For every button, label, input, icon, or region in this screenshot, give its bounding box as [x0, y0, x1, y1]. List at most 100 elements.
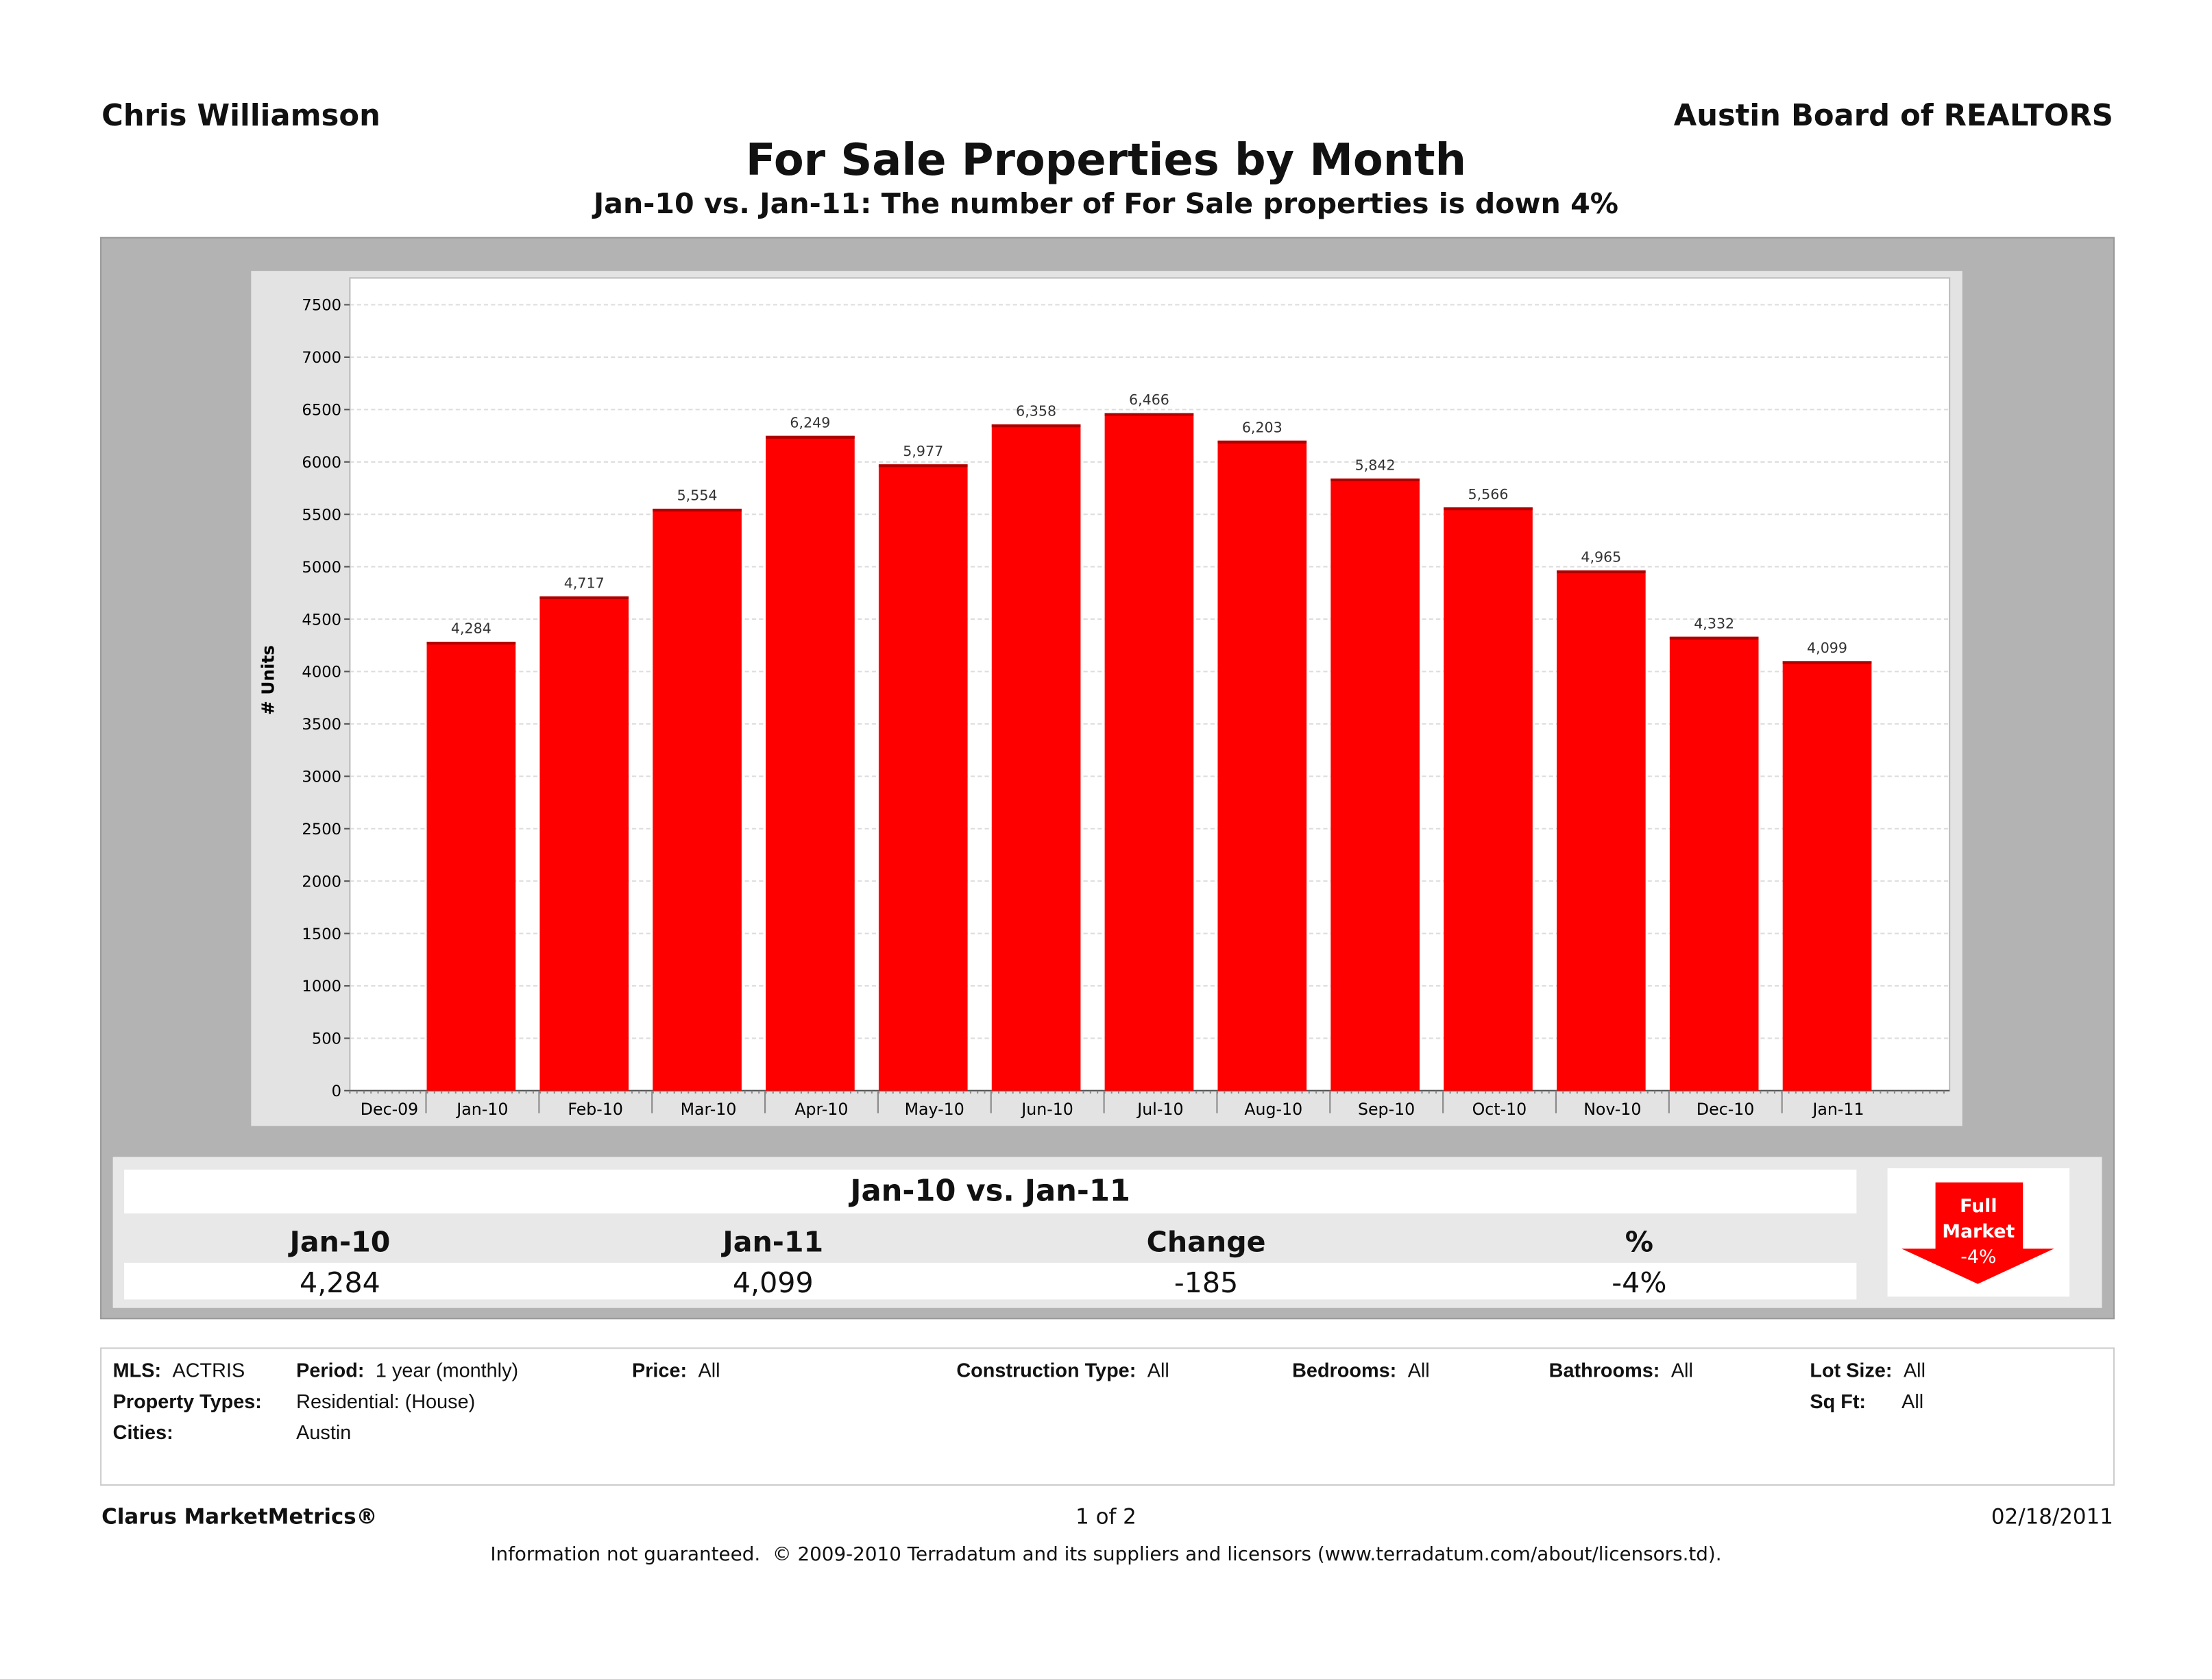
badge-line-3: -4%	[1960, 1247, 1997, 1269]
data-label: 4,965	[1581, 549, 1621, 566]
cities-field: Cities: Austin	[113, 1421, 352, 1443]
x-tick-label: Oct-10	[1472, 1100, 1527, 1119]
col-header-percent: %	[1625, 1224, 1654, 1259]
mls-value: ACTRIS	[172, 1358, 245, 1381]
mls-label: MLS:	[112, 1358, 162, 1381]
bar-Oct-10	[1444, 507, 1533, 1091]
value-jan10: 4,284	[300, 1266, 380, 1300]
lot-size-label: Lot Size:	[1810, 1358, 1893, 1381]
y-tick-label: 5000	[302, 559, 341, 577]
page-number: 1 of 2	[1075, 1503, 1137, 1530]
y-tick-label: 7000	[302, 349, 341, 367]
bar-Sep-10	[1330, 478, 1420, 1091]
data-label: 6,466	[1129, 391, 1169, 408]
lot-size-value: All	[1903, 1358, 1925, 1381]
construction-field: Construction Type: All	[956, 1359, 1169, 1381]
x-tick-label: May-10	[905, 1100, 964, 1119]
data-label: 4,332	[1694, 615, 1734, 631]
sqft-label: Sq Ft:	[1810, 1390, 1867, 1413]
footer-brand: Clarus MarketMetrics®	[101, 1503, 378, 1530]
report-date: 02/18/2011	[1991, 1503, 2113, 1530]
x-tick-label: Jun-10	[1020, 1100, 1073, 1119]
period-label: Period:	[296, 1358, 365, 1381]
bathrooms-value: All	[1670, 1358, 1693, 1381]
bedrooms-value: All	[1407, 1358, 1430, 1381]
y-tick-label: 5500	[302, 506, 341, 524]
y-tick-label: 6000	[302, 454, 341, 472]
bedrooms-label: Bedrooms:	[1292, 1358, 1397, 1381]
property-types-label: Property Types:	[112, 1390, 262, 1413]
x-tick-label: Mar-10	[681, 1100, 737, 1119]
lot-size-field: Lot Size: All	[1810, 1359, 1925, 1381]
data-label: 5,977	[903, 443, 943, 459]
criteria-box: MLS: ACTRIS Period: 1 year (monthly) Pri…	[100, 1347, 2115, 1486]
value-percent: -4%	[1612, 1266, 1667, 1300]
x-tick-label: Jan-10	[455, 1100, 508, 1119]
col-header-change: Change	[1146, 1224, 1266, 1259]
y-axis-label: # Units	[258, 645, 278, 715]
bar-Nov-10	[1557, 570, 1646, 1091]
y-tick-label: 1000	[302, 978, 341, 995]
period-value: 1 year (monthly)	[375, 1358, 519, 1381]
summary-heading-row: Jan-10 vs. Jan-11	[124, 1170, 1857, 1213]
x-tick-label: Dec-09	[361, 1100, 418, 1119]
disclaimer: Information not guaranteed. © 2009-2010 …	[490, 1543, 1722, 1567]
bar-Apr-10	[766, 435, 855, 1091]
bar-chart: 0 500 1000 1500 2000 2500 3000 3500 4000 4500 5000…	[258, 277, 1951, 1119]
property-types-field: Property Types: Residential: (House)	[113, 1390, 476, 1412]
down-arrow-icon	[1901, 1182, 2054, 1284]
bar-Aug-10	[1217, 440, 1307, 1091]
summary-panel: Jan-10 vs. Jan-11 Jan-10 Jan-11 Change %…	[112, 1157, 2102, 1308]
x-tick-label: Aug-10	[1244, 1100, 1302, 1119]
y-tick-label: 3500	[302, 716, 341, 734]
x-tick-label: Dec-10	[1697, 1100, 1754, 1119]
summary-values-row	[124, 1262, 1857, 1300]
page-title: For Sale Properties by Month	[745, 135, 1467, 186]
data-label: 6,249	[790, 414, 830, 431]
construction-label: Construction Type:	[956, 1358, 1137, 1381]
data-label: 5,554	[677, 487, 718, 504]
agent-name: Chris Williamson	[101, 99, 380, 133]
data-label: 4,717	[564, 575, 605, 592]
data-label: 5,842	[1355, 457, 1396, 474]
full-market-badge: Full Market -4%	[1887, 1168, 2070, 1297]
badge-line-1: Full	[1960, 1196, 1997, 1218]
cities-value: Austin	[296, 1421, 352, 1444]
sqft-value: All	[1901, 1390, 1924, 1413]
data-label: 4,284	[451, 620, 491, 637]
x-tick-label: Feb-10	[568, 1100, 623, 1119]
y-tick-label: 6500	[302, 402, 341, 420]
col-header-jan11: Jan-11	[722, 1224, 824, 1259]
page-subtitle: Jan-10 vs. Jan-11: The number of For Sal…	[593, 186, 1619, 221]
data-label: 4,099	[1807, 640, 1847, 656]
price-label: Price:	[631, 1358, 688, 1381]
bar-Mar-10	[653, 508, 742, 1091]
x-tick-label: Jan-11	[1811, 1100, 1864, 1119]
y-tick-label: 500	[312, 1030, 341, 1048]
bar-Jun-10	[991, 424, 1081, 1091]
bar-May-10	[878, 464, 968, 1091]
bedrooms-field: Bedrooms: All	[1292, 1359, 1430, 1381]
bar-Jan-11	[1782, 661, 1872, 1091]
bathrooms-label: Bathrooms:	[1548, 1358, 1660, 1381]
bathrooms-field: Bathrooms: All	[1549, 1359, 1693, 1381]
value-jan11: 4,099	[732, 1266, 814, 1300]
property-types-value: Residential: (House)	[296, 1390, 476, 1413]
y-tick-label: 2000	[302, 873, 341, 891]
value-change: -185	[1174, 1266, 1239, 1300]
x-tick-label: Jul-10	[1136, 1100, 1183, 1119]
board-name: Austin Board of REALTORS	[1673, 99, 2113, 133]
x-tick-label: Nov-10	[1583, 1100, 1641, 1119]
bar-Dec-10	[1669, 636, 1759, 1091]
price-value: All	[698, 1358, 720, 1381]
data-label: 6,358	[1016, 403, 1056, 420]
y-tick-label: 4000	[302, 664, 341, 681]
bar-Jul-10	[1104, 413, 1194, 1091]
y-tick-label: 4500	[302, 611, 341, 629]
y-tick-label: 0	[332, 1083, 341, 1100]
cities-label: Cities:	[112, 1421, 173, 1444]
bar-Feb-10	[539, 596, 629, 1091]
price-field: Price: All	[632, 1359, 720, 1381]
badge-line-2: Market	[1942, 1222, 2015, 1244]
